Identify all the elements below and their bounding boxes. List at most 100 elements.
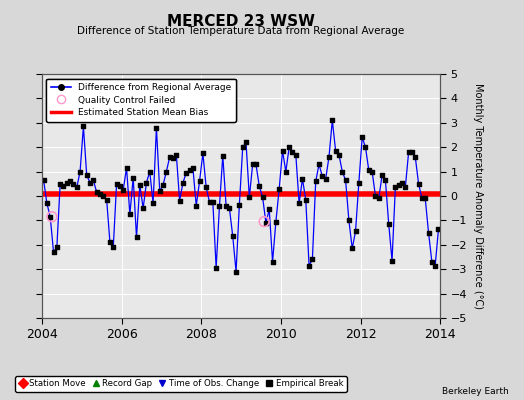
Point bbox=[395, 182, 403, 188]
Point bbox=[281, 168, 290, 175]
Point bbox=[388, 258, 396, 264]
Point bbox=[331, 148, 340, 154]
Point bbox=[351, 228, 359, 234]
Point bbox=[318, 173, 326, 180]
Point bbox=[252, 161, 260, 168]
Point bbox=[82, 172, 91, 178]
Point bbox=[265, 206, 274, 213]
Point bbox=[169, 155, 177, 161]
Point bbox=[92, 189, 101, 196]
Point bbox=[195, 178, 204, 184]
Point bbox=[199, 150, 207, 156]
Point bbox=[355, 179, 363, 186]
Point bbox=[295, 200, 303, 206]
Point bbox=[288, 149, 297, 155]
Point bbox=[428, 259, 436, 265]
Point bbox=[358, 134, 366, 141]
Point bbox=[96, 190, 104, 197]
Point bbox=[278, 148, 287, 154]
Point bbox=[149, 200, 157, 206]
Point bbox=[192, 202, 200, 209]
Point bbox=[424, 229, 433, 236]
Point bbox=[219, 152, 227, 159]
Point bbox=[166, 154, 174, 160]
Point bbox=[291, 151, 300, 158]
Legend: Difference from Regional Average, Quality Control Failed, Estimated Station Mean: Difference from Regional Average, Qualit… bbox=[47, 78, 236, 122]
Point bbox=[325, 154, 333, 160]
Point bbox=[381, 177, 389, 183]
Point bbox=[222, 202, 230, 209]
Point bbox=[156, 188, 164, 194]
Point bbox=[152, 124, 160, 131]
Point bbox=[348, 245, 356, 252]
Point bbox=[255, 183, 264, 190]
Point bbox=[122, 165, 130, 171]
Point bbox=[235, 201, 244, 208]
Point bbox=[79, 123, 88, 130]
Point bbox=[182, 170, 190, 176]
Point bbox=[371, 193, 379, 199]
Point bbox=[238, 144, 247, 150]
Point bbox=[132, 234, 140, 241]
Point bbox=[126, 211, 134, 218]
Point bbox=[434, 226, 443, 232]
Point bbox=[271, 218, 280, 225]
Point bbox=[385, 221, 393, 227]
Point bbox=[401, 184, 409, 191]
Point bbox=[301, 196, 310, 203]
Point bbox=[209, 199, 217, 205]
Point bbox=[261, 220, 270, 226]
Point bbox=[258, 194, 267, 200]
Point bbox=[202, 184, 210, 191]
Point bbox=[106, 239, 114, 246]
Point bbox=[112, 181, 121, 187]
Point bbox=[119, 187, 127, 193]
Point bbox=[341, 177, 350, 183]
Point bbox=[311, 178, 320, 184]
Point bbox=[361, 144, 369, 150]
Point bbox=[421, 195, 429, 202]
Point bbox=[405, 149, 413, 155]
Point bbox=[162, 168, 170, 175]
Point bbox=[298, 176, 307, 182]
Point bbox=[102, 196, 111, 203]
Point bbox=[321, 176, 330, 182]
Point bbox=[378, 172, 386, 178]
Point bbox=[176, 198, 184, 204]
Point bbox=[116, 183, 124, 190]
Point bbox=[205, 199, 214, 205]
Point bbox=[260, 218, 268, 225]
Point bbox=[232, 268, 240, 275]
Point bbox=[59, 183, 68, 190]
Point bbox=[39, 177, 48, 183]
Point bbox=[159, 182, 167, 188]
Point bbox=[411, 154, 419, 160]
Point bbox=[215, 202, 224, 209]
Legend: Station Move, Record Gap, Time of Obs. Change, Empirical Break: Station Move, Record Gap, Time of Obs. C… bbox=[15, 376, 346, 392]
Point bbox=[66, 178, 74, 184]
Point bbox=[69, 181, 78, 187]
Point bbox=[245, 194, 254, 200]
Point bbox=[185, 167, 194, 174]
Point bbox=[431, 262, 439, 269]
Point bbox=[335, 151, 343, 158]
Point bbox=[368, 168, 376, 175]
Point bbox=[139, 205, 147, 211]
Point bbox=[225, 205, 234, 211]
Point bbox=[179, 179, 187, 186]
Point bbox=[345, 217, 353, 224]
Point bbox=[136, 182, 144, 188]
Point bbox=[285, 144, 293, 150]
Point bbox=[414, 181, 423, 187]
Point bbox=[408, 149, 416, 155]
Point bbox=[328, 117, 336, 124]
Point bbox=[142, 179, 150, 186]
Point bbox=[365, 167, 373, 174]
Text: Difference of Station Temperature Data from Regional Average: Difference of Station Temperature Data f… bbox=[78, 26, 405, 36]
Y-axis label: Monthly Temperature Anomaly Difference (°C): Monthly Temperature Anomaly Difference (… bbox=[473, 83, 483, 309]
Point bbox=[338, 168, 346, 175]
Point bbox=[212, 265, 220, 271]
Point bbox=[146, 168, 154, 175]
Point bbox=[398, 179, 406, 186]
Point bbox=[305, 262, 313, 269]
